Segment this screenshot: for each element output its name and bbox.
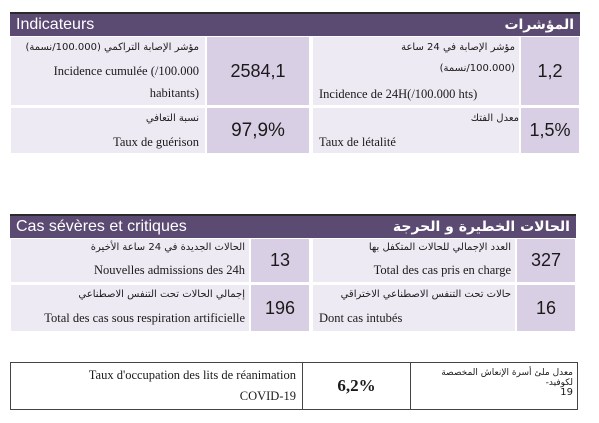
intubes-label-cell: حالات تحت التنفس الاصطناعي الاختراقي Don… bbox=[312, 284, 516, 332]
respiration-label-cell: إجمالي الحالات تحت التنفس الاصطناعي Tota… bbox=[10, 284, 250, 332]
occupation-table: Taux d'occupation des lits de réanimatio… bbox=[10, 362, 578, 410]
incidence24-label-fr: Incidence de 24H(/100.000 hts) bbox=[319, 87, 478, 101]
total-charge-label-ar: العدد الإجمالي للحالات المتكفل بها bbox=[368, 242, 511, 253]
total-charge-value: 327 bbox=[530, 250, 562, 270]
nouvelles-value: 13 bbox=[269, 250, 291, 270]
cumul-label-fr-2: habitants) bbox=[149, 86, 199, 100]
cas-severes-title-ar: الحالات الخطيرة و الحرجة bbox=[392, 219, 570, 235]
letalite-label-ar: معدل الفتك bbox=[470, 113, 519, 124]
respiration-value-cell: 196 bbox=[250, 284, 310, 332]
occupation-value-cell: 6,2% bbox=[303, 363, 411, 409]
total-charge-value-cell: 327 bbox=[516, 238, 576, 283]
indicateurs-header: Indicateurs المؤشرات bbox=[10, 12, 580, 36]
intubes-value-cell: 16 bbox=[516, 284, 576, 332]
letalite-value-cell: 1,5% bbox=[520, 107, 580, 154]
letalite-label-cell: معدل الفتك Taux de létalité bbox=[312, 107, 520, 154]
guerison-label-fr: Taux de guérison bbox=[113, 135, 199, 149]
incidence24-value-cell: 1,2 bbox=[520, 36, 580, 106]
cas-severes-header: Cas sévères et critiques الحالات الخطيرة… bbox=[10, 214, 576, 238]
letalite-value: 1,5% bbox=[529, 120, 571, 140]
occupation-value: 6,2% bbox=[337, 376, 376, 395]
occupation-label-ar-2: 19 bbox=[560, 387, 573, 398]
guerison-label-cell: نسبة التعافي Taux de guérison bbox=[10, 107, 206, 154]
guerison-value-cell: 97,9% bbox=[206, 107, 310, 154]
intubes-label-fr: Dont cas intubés bbox=[319, 311, 403, 325]
respiration-label-ar: إجمالي الحالات تحت التنفس الاصطناعي bbox=[78, 289, 245, 300]
occupation-label-fr-1: Taux d'occupation des lits de réanimatio… bbox=[88, 368, 296, 382]
incidence24-label-cell: مؤشر الإصابة في 24 ساعة (100.000/نسمة) I… bbox=[312, 36, 520, 106]
incidence24-value: 1,2 bbox=[537, 60, 563, 81]
guerison-value: 97,9% bbox=[231, 119, 285, 141]
cumul-value-cell: 2584,1 bbox=[206, 36, 310, 106]
cumul-value: 2584,1 bbox=[230, 60, 286, 81]
incidence24-label-ar-2: (100.000/نسمة) bbox=[439, 63, 515, 74]
intubes-value: 16 bbox=[535, 297, 557, 318]
occupation-label-fr-cell: Taux d'occupation des lits de réanimatio… bbox=[11, 363, 303, 409]
total-charge-label-fr: Total des cas pris en charge bbox=[373, 263, 511, 277]
cas-severes-title-fr: Cas sévères et critiques bbox=[16, 218, 187, 235]
occupation-label-fr-2: COVID-19 bbox=[239, 389, 296, 403]
nouvelles-label-cell: الحالات الجديدة في 24 ساعة الأخيرة Nouve… bbox=[10, 238, 250, 283]
respiration-value: 196 bbox=[264, 297, 296, 318]
letalite-label-fr: Taux de létalité bbox=[319, 135, 396, 149]
occupation-label-ar-cell: معدل ملئ أسرة الإنعاش المخصصة لكوفيد- 19 bbox=[411, 363, 577, 409]
indicateurs-title-ar: المؤشرات bbox=[504, 17, 574, 33]
intubes-label-ar: حالات تحت التنفس الاصطناعي الاختراقي bbox=[340, 289, 511, 300]
cumul-label-cell: مؤشر الإصابة التراكمي (100.000/نسمة) Inc… bbox=[10, 36, 206, 106]
indicateurs-title-fr: Indicateurs bbox=[16, 16, 95, 33]
incidence24-label-ar-1: مؤشر الإصابة في 24 ساعة bbox=[401, 42, 515, 53]
nouvelles-value-cell: 13 bbox=[250, 238, 310, 283]
nouvelles-label-ar: الحالات الجديدة في 24 ساعة الأخيرة bbox=[90, 242, 245, 253]
respiration-label-fr: Total des cas sous respiration artificie… bbox=[44, 311, 245, 325]
occupation-label-ar-1: معدل ملئ أسرة الإنعاش المخصصة لكوفيد- bbox=[441, 368, 573, 388]
guerison-label-ar: نسبة التعافي bbox=[145, 113, 199, 124]
nouvelles-label-fr: Nouvelles admissions des 24h bbox=[93, 263, 245, 277]
cumul-label-fr-1: Incidence cumulée (/100.000 bbox=[53, 64, 199, 78]
total-charge-label-cell: العدد الإجمالي للحالات المتكفل بها Total… bbox=[312, 238, 516, 283]
cumul-label-ar: مؤشر الإصابة التراكمي (100.000/نسمة) bbox=[25, 42, 199, 53]
